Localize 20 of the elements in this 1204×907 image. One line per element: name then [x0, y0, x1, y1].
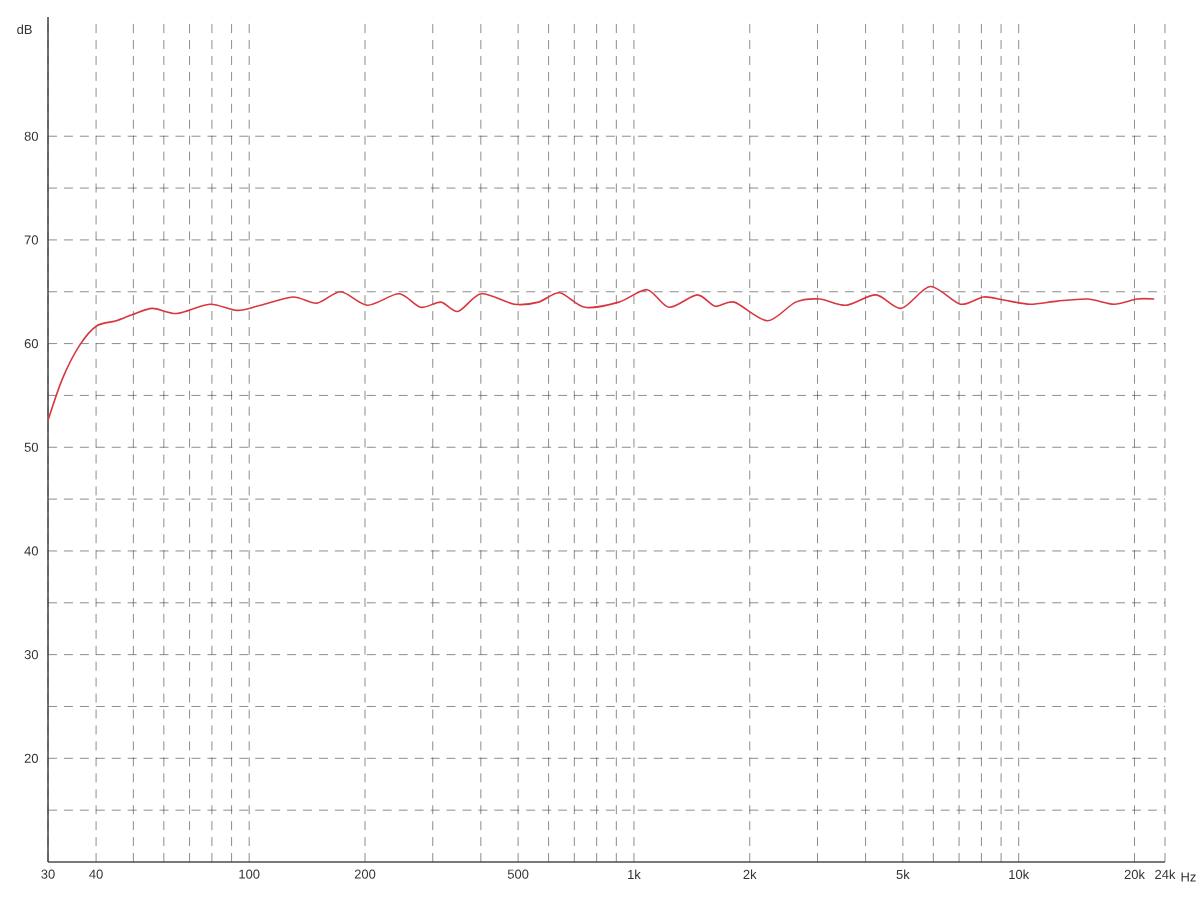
- y-tick-label: 60: [24, 339, 39, 349]
- x-tick-label: 30: [41, 869, 55, 879]
- x-tick-label: 5k: [896, 869, 910, 880]
- y-tick-label: 70: [24, 235, 39, 245]
- x-tick-label: 200: [354, 869, 376, 879]
- y-tick-label: 30: [24, 650, 39, 660]
- x-tick-label: 20k: [1124, 869, 1145, 880]
- x-tick-label: 40: [89, 869, 103, 879]
- x-tick-label: 100: [239, 869, 260, 879]
- x-axis-title: Hz: [1181, 872, 1196, 882]
- x-tick-label: 24k: [1155, 869, 1176, 879]
- y-tick-label: 50: [24, 442, 39, 452]
- y-axis-title: dB: [17, 24, 32, 35]
- x-tick-label: 2k: [743, 869, 757, 879]
- x-tick-label: 10k: [1009, 869, 1030, 880]
- x-tick-label: 500: [507, 869, 529, 879]
- y-tick-label: 20: [24, 753, 39, 763]
- y-tick-label: 80: [24, 131, 39, 141]
- x-tick-label: 1k: [628, 869, 641, 879]
- y-tick-label: 40: [24, 546, 39, 556]
